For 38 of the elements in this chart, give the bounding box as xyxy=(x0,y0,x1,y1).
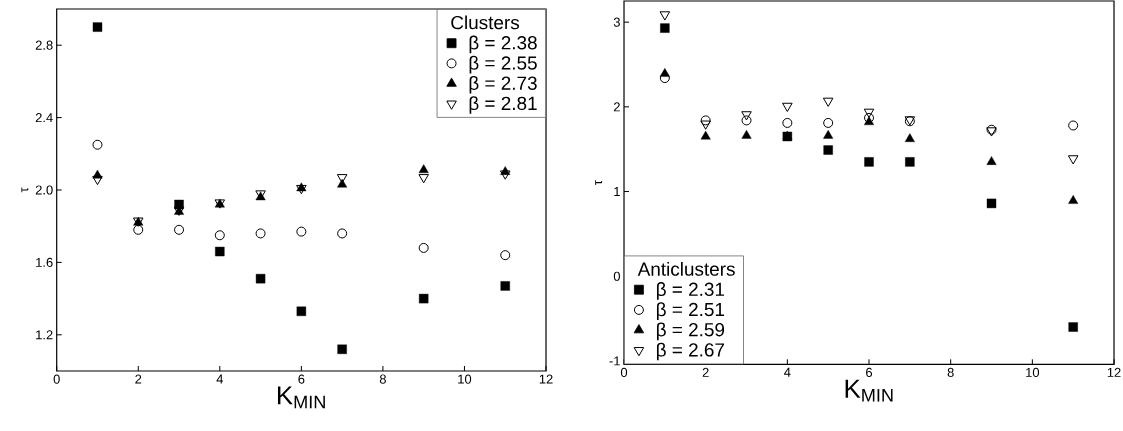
y-tick-label: 1.2 xyxy=(36,330,53,340)
y-tick-label: 1 xyxy=(614,187,620,196)
legend-label: β = 2.38 xyxy=(469,35,537,54)
legend-label: β = 2.67 xyxy=(656,342,725,361)
y-tick-label: 3 xyxy=(613,17,620,27)
legend-label: β = 2.31 xyxy=(656,282,725,300)
x-tick-label: 6 xyxy=(866,367,873,377)
y-tick-label: 2 xyxy=(613,102,620,112)
x-tick-label: 10 xyxy=(1026,367,1040,377)
legend-label: β = 2.51 xyxy=(656,302,725,320)
legend-label: β = 2.73 xyxy=(469,75,537,94)
y-tick-label: 2.8 xyxy=(35,40,53,50)
x-tick-label: 12 xyxy=(539,374,553,384)
y-tick-label: 2.0 xyxy=(35,185,53,195)
x-tick-label: 2 xyxy=(702,367,709,377)
y-axis-title: τ xyxy=(21,187,29,193)
x-tick-label: 4 xyxy=(216,374,224,384)
y-tick-label: 1.6 xyxy=(36,257,53,267)
y-tick-label: 2.4 xyxy=(35,113,53,123)
legend-title: Clusters xyxy=(451,15,520,30)
x-tick-label: 8 xyxy=(379,374,386,384)
legend-label: β = 2.81 xyxy=(469,96,537,114)
x-tick-label: 10 xyxy=(458,374,472,384)
x-tick-label: 4 xyxy=(784,367,791,377)
x-tick-label: 2 xyxy=(135,374,142,384)
y-tick-label: 0 xyxy=(613,271,620,281)
x-tick-label: 0 xyxy=(53,374,60,384)
y-tick-label: -1 xyxy=(609,356,620,366)
x-axis-title: K$_{MIN}$ xyxy=(277,386,325,409)
legend-label: β = 2.55 xyxy=(469,55,537,74)
legend-label: β = 2.59 xyxy=(656,322,725,341)
y-axis-title: τ xyxy=(595,180,603,186)
legend-title: Anticlusters xyxy=(637,261,735,276)
x-tick-label: 0 xyxy=(620,367,628,377)
x-axis-title: K$_{MIN}$ xyxy=(845,379,893,402)
x-tick-label: 8 xyxy=(947,367,954,377)
x-tick-label: 12 xyxy=(1107,367,1121,377)
x-tick-label: 6 xyxy=(298,374,305,384)
